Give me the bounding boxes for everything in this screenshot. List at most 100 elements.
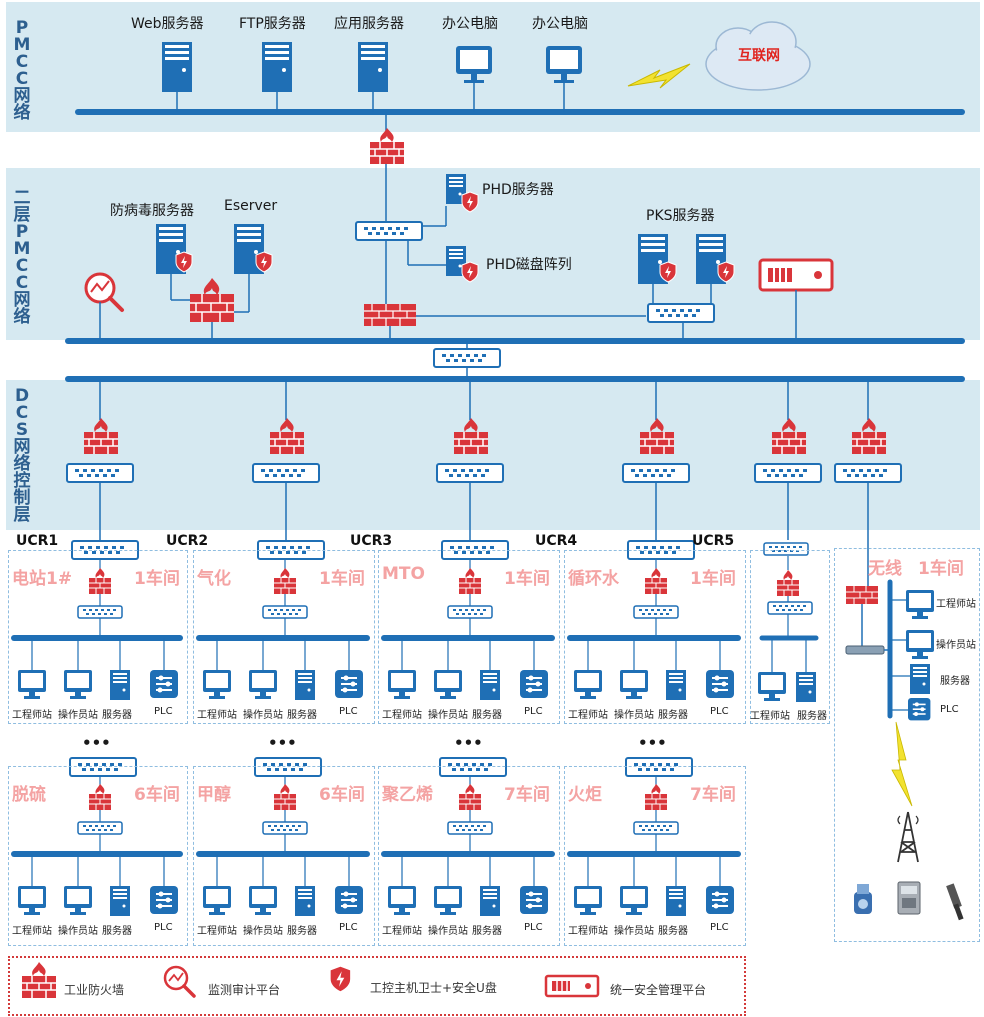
cloud-icon	[705, 21, 811, 91]
more-dots: •••	[638, 734, 667, 752]
pks-server-icon	[696, 234, 735, 284]
security-management-icon	[758, 258, 834, 292]
unit-name: 循环水	[568, 569, 619, 589]
engineer-label: 工程师站	[197, 710, 237, 721]
switch-icon	[647, 303, 715, 323]
wireless-network	[845, 579, 964, 921]
operator-label: 操作员站	[58, 710, 98, 721]
phd-server-label: PHD服务器	[482, 182, 554, 198]
phd-disk-label: PHD磁盘阵列	[486, 257, 572, 273]
app-server-label: 应用服务器	[334, 16, 404, 32]
pks-server-icon	[638, 234, 677, 284]
unit-box	[750, 550, 830, 724]
office-pc-icon	[546, 46, 582, 112]
firewall-icon	[369, 127, 405, 165]
office-pc-label: 办公电脑	[532, 16, 588, 32]
antivirus-server-label: 防病毒服务器	[110, 203, 194, 219]
engineer-label: 工程师站	[12, 926, 52, 937]
dcs-branch	[754, 379, 822, 540]
engineer-label: 工程师站	[382, 710, 422, 721]
dcs-zone-label: DCS网络控制层	[13, 386, 31, 525]
unit-box	[564, 550, 746, 724]
server-label: 服务器	[102, 926, 132, 937]
server-label: 服务器	[472, 710, 502, 721]
legend-firewall-label: 工业防火墙	[64, 983, 125, 997]
switch-icon	[433, 348, 501, 368]
more-dots: •••	[268, 734, 297, 752]
audit-platform-icon	[84, 272, 124, 312]
plc-label: PLC	[940, 704, 959, 715]
legend-box	[8, 956, 746, 1016]
unit-name: 电站1#	[12, 569, 73, 589]
unit-box	[8, 766, 188, 946]
plc-label: PLC	[524, 706, 543, 717]
legend-guard-label: 工控主机卫士+安全U盘	[370, 981, 497, 995]
eserver-label: Eserver	[224, 198, 278, 214]
dcs-branch	[834, 379, 902, 586]
plc-label: PLC	[524, 922, 543, 933]
unit-room: 1车间	[134, 569, 180, 589]
dcs-branch	[622, 379, 690, 540]
unit-room: 1车间	[319, 569, 365, 589]
operator-label: 操作员站	[428, 710, 468, 721]
engineer-label: 工程师站	[936, 599, 976, 610]
internet-label: 互联网	[738, 48, 780, 64]
unit-box	[564, 766, 746, 946]
web-server-icon	[162, 42, 192, 112]
server-label: 服务器	[287, 710, 317, 721]
plc-label: PLC	[339, 706, 358, 717]
phd-disk-icon	[446, 246, 479, 283]
ucr-label: UCR1	[16, 533, 59, 549]
antivirus-server-icon	[156, 224, 193, 274]
unit-box	[378, 550, 560, 724]
server-label: 服务器	[658, 926, 688, 937]
wireless-box	[834, 548, 980, 942]
lightning-icon	[627, 63, 691, 89]
web-server-label: Web服务器	[131, 16, 204, 32]
server-label: 服务器	[287, 926, 317, 937]
unit-name: 甲醇	[197, 785, 231, 805]
unit-name: MTO	[382, 564, 425, 584]
wireless-room: 1车间	[918, 559, 964, 579]
ftp-server-icon	[262, 42, 292, 112]
legend-mgmt-label: 统一安全管理平台	[610, 983, 707, 997]
wireless-title: 无线	[868, 559, 902, 579]
unit-room: 6车间	[134, 785, 180, 805]
server-label: 服务器	[797, 711, 827, 722]
engineer-label: 工程师站	[750, 711, 790, 722]
pks-server-label: PKS服务器	[646, 208, 715, 224]
eserver-icon	[234, 224, 273, 274]
server-label: 服务器	[472, 926, 502, 937]
operator-label: 操作员站	[243, 710, 283, 721]
app-server-icon	[358, 42, 388, 112]
unit-name: 气化	[197, 569, 231, 589]
server-label: 服务器	[102, 710, 132, 721]
server-label: 服务器	[940, 676, 970, 687]
ftp-server-label: FTP服务器	[239, 16, 306, 32]
unit-box	[378, 766, 560, 946]
security-management-icon	[544, 974, 600, 998]
unit-name: 火炬	[568, 785, 602, 805]
server-label: 服务器	[658, 710, 688, 721]
engineer-label: 工程师站	[568, 926, 608, 937]
more-dots: •••	[82, 734, 111, 752]
pmcc-zone-label: PMCC网络	[13, 18, 31, 123]
engineer-label: 工程师站	[382, 926, 422, 937]
operator-label: 操作员站	[428, 926, 468, 937]
operator-label: 操作员站	[58, 926, 98, 937]
plc-label: PLC	[710, 922, 729, 933]
legend-audit-label: 监测审计平台	[208, 983, 281, 997]
unit-room: 1车间	[690, 569, 736, 589]
office-pc-icon	[456, 46, 492, 112]
more-dots: •••	[454, 734, 483, 752]
office-pc-label: 办公电脑	[442, 16, 498, 32]
unit-room: 1车间	[504, 569, 550, 589]
unit-box	[8, 550, 188, 724]
plc-label: PLC	[339, 922, 358, 933]
ucr-label: UCR5	[692, 533, 735, 549]
dcs-zone	[6, 380, 980, 530]
engineer-label: 工程师站	[568, 710, 608, 721]
audit-platform-icon	[163, 965, 196, 998]
operator-label: 操作员站	[243, 926, 283, 937]
